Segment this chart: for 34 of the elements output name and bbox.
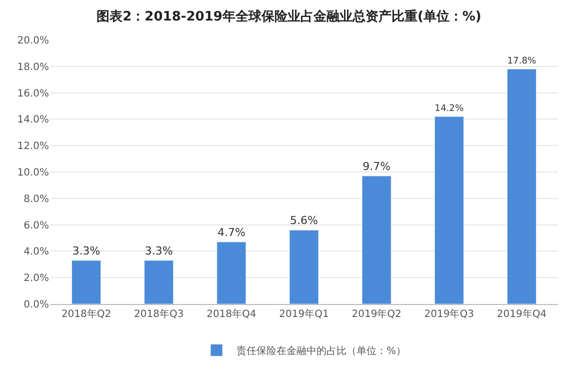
bar — [434, 116, 464, 304]
y-tick-label: 2.0% — [24, 273, 49, 284]
bar — [72, 260, 102, 304]
x-tick-label: 2019年Q3 — [424, 308, 474, 320]
bar — [506, 68, 536, 304]
data-label: 3.3% — [72, 244, 100, 258]
bar — [289, 230, 319, 304]
chart-title: 图表2：2018-2019年全球保险业占金融业总资产比重(单位：%) — [96, 8, 482, 24]
data-label: 9.7% — [362, 160, 391, 173]
x-tick-label: 2019年Q1 — [279, 308, 329, 320]
x-tick-label: 2019年Q2 — [352, 308, 402, 320]
x-tick-label: 2018年Q4 — [206, 308, 256, 320]
y-tick-label: 16.0% — [17, 88, 49, 100]
x-tick-label: 2018年Q3 — [134, 308, 184, 320]
y-tick-label: 12.0% — [17, 141, 49, 152]
y-tick-label: 14.0% — [17, 114, 49, 126]
y-tick-label: 10.0% — [17, 168, 49, 178]
bar — [216, 242, 246, 304]
data-label: 5.6% — [290, 214, 318, 228]
bar — [362, 176, 392, 304]
x-tick-label: 2018年Q2 — [61, 308, 112, 320]
data-label: 4.7% — [217, 226, 246, 239]
data-label: 3.3% — [144, 244, 173, 258]
legend-label: 责任保险在金融中的占比（单位：%） — [236, 345, 406, 358]
bar — [144, 260, 174, 304]
data-label: 14.2% — [434, 104, 464, 114]
y-tick-label: 8.0% — [24, 194, 49, 205]
y-tick-label: 20.0% — [17, 36, 49, 46]
data-label: 17.8% — [507, 56, 537, 67]
y-tick-label: 18.0% — [17, 62, 49, 73]
y-tick-label: 0.0% — [24, 300, 49, 310]
y-tick-label: 4.0% — [24, 246, 49, 258]
x-tick-label: 2019年Q4 — [496, 308, 547, 320]
y-tick-label: 6.0% — [24, 220, 49, 232]
